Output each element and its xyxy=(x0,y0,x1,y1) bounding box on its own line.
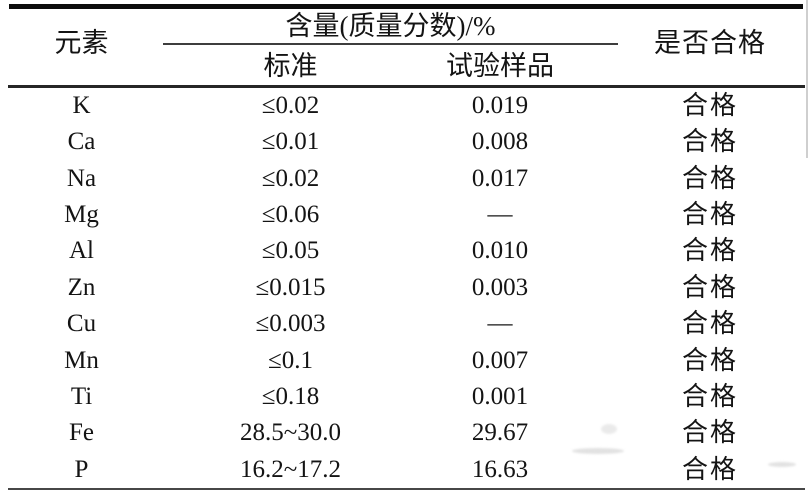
pass-cell: 合格 xyxy=(681,345,738,375)
standard-cell: ≤0.02 xyxy=(261,164,320,192)
table-row: Mn ≤0.1 0.007 合格 xyxy=(0,343,810,379)
element-cell: Al xyxy=(69,237,94,265)
table-row: Fe 28.5~30.0 29.67 合格 xyxy=(0,415,810,451)
table-row: Mg ≤0.06 — 合格 xyxy=(0,197,810,233)
element-cell: Zn xyxy=(67,273,96,301)
pass-cell: 合格 xyxy=(681,454,738,484)
content-group-underline xyxy=(163,43,618,45)
pass-cell: 合格 xyxy=(681,163,738,193)
element-cell: Cu xyxy=(66,310,97,338)
sample-cell: 29.67 xyxy=(471,419,529,447)
header-standard: 标准 xyxy=(263,51,318,81)
header-sample: 试验样品 xyxy=(446,51,554,81)
standard-cell: ≤0.02 xyxy=(261,92,320,119)
pass-cell: 合格 xyxy=(681,91,738,120)
table-body: K ≤0.02 0.019 合格 Ca ≤0.01 0.008 合格 Na ≤0… xyxy=(0,88,810,488)
standard-cell: ≤0.003 xyxy=(255,310,326,338)
header-rule xyxy=(8,85,805,88)
sample-cell: 0.003 xyxy=(471,273,529,301)
element-cell: Mn xyxy=(64,346,99,374)
standard-cell: ≤0.06 xyxy=(261,201,320,229)
header-content-group: 含量(质量分数)/% xyxy=(285,11,496,41)
element-cell: K xyxy=(72,92,91,119)
sample-cell: 0.010 xyxy=(471,237,529,265)
pass-cell: 合格 xyxy=(681,127,738,157)
scan-edge-artifact xyxy=(806,0,808,158)
sample-cell: 0.001 xyxy=(471,382,529,410)
pass-cell: 合格 xyxy=(681,200,738,230)
sample-cell: 16.63 xyxy=(471,455,529,483)
sample-cell: 0.019 xyxy=(471,92,529,119)
top-rule xyxy=(9,4,803,9)
element-cell: Fe xyxy=(69,419,94,447)
pass-cell: 合格 xyxy=(681,418,738,448)
standard-cell: 28.5~30.0 xyxy=(239,419,342,447)
scan-smudge xyxy=(572,448,624,454)
table-row: Ca ≤0.01 0.008 合格 xyxy=(0,124,810,160)
element-cell: P xyxy=(74,455,89,483)
sample-cell: 0.017 xyxy=(471,164,529,192)
standard-cell: ≤0.015 xyxy=(255,273,326,301)
header-pass: 是否合格 xyxy=(654,28,766,58)
element-cell: Ti xyxy=(70,382,93,410)
element-cell: Mg xyxy=(64,201,99,229)
sample-cell: 0.008 xyxy=(471,128,529,156)
standard-cell: ≤0.1 xyxy=(268,346,313,374)
table-row: Zn ≤0.015 0.003 合格 xyxy=(0,270,810,306)
sample-cell: — xyxy=(487,310,513,338)
scan-smudge xyxy=(601,424,617,434)
sample-cell: 0.007 xyxy=(471,346,529,374)
standard-cell: ≤0.01 xyxy=(261,128,320,156)
pass-cell: 合格 xyxy=(681,309,738,339)
sample-cell: — xyxy=(487,201,513,229)
pass-cell: 合格 xyxy=(681,381,738,411)
table-row: Ti ≤0.18 0.001 合格 xyxy=(0,379,810,415)
table-row: Cu ≤0.003 — 合格 xyxy=(0,306,810,342)
table-row: K ≤0.02 0.019 合格 xyxy=(0,88,810,124)
element-cell: Ca xyxy=(67,128,96,156)
table-row: Al ≤0.05 0.010 合格 xyxy=(0,233,810,269)
bottom-rule xyxy=(8,488,805,490)
table-row: P 16.2~17.2 16.63 合格 xyxy=(0,452,810,488)
scan-smudge xyxy=(768,462,796,467)
header-element: 元素 xyxy=(54,28,109,58)
standard-cell: 16.2~17.2 xyxy=(239,455,342,483)
pass-cell: 合格 xyxy=(681,272,738,302)
element-cell: Na xyxy=(66,164,97,192)
standard-cell: ≤0.18 xyxy=(261,382,320,410)
pass-cell: 合格 xyxy=(681,236,738,266)
table-row: Na ≤0.02 0.017 合格 xyxy=(0,161,810,197)
standard-cell: ≤0.05 xyxy=(261,237,320,265)
